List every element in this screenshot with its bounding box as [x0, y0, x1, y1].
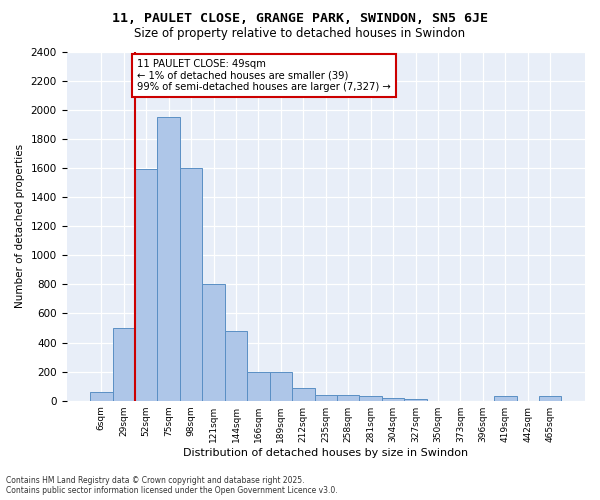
Bar: [180, 168, 202, 400]
Bar: [337, 395, 359, 400]
Bar: [247, 372, 269, 400]
Bar: [157, 117, 180, 401]
Bar: [90, 392, 113, 400]
X-axis label: Distribution of detached houses by size in Swindon: Distribution of detached houses by size …: [183, 448, 469, 458]
Text: 11, PAULET CLOSE, GRANGE PARK, SWINDON, SN5 6JE: 11, PAULET CLOSE, GRANGE PARK, SWINDON, …: [112, 12, 488, 26]
Text: Contains HM Land Registry data © Crown copyright and database right 2025.
Contai: Contains HM Land Registry data © Crown c…: [6, 476, 338, 495]
Text: Size of property relative to detached houses in Swindon: Size of property relative to detached ho…: [134, 28, 466, 40]
Bar: [314, 395, 337, 400]
Text: 11 PAULET CLOSE: 49sqm
← 1% of detached houses are smaller (39)
99% of semi-deta: 11 PAULET CLOSE: 49sqm ← 1% of detached …: [137, 59, 391, 92]
Bar: [113, 328, 135, 400]
Y-axis label: Number of detached properties: Number of detached properties: [15, 144, 25, 308]
Bar: [382, 398, 404, 400]
Bar: [269, 372, 292, 400]
Bar: [539, 396, 562, 400]
Bar: [202, 284, 225, 401]
Bar: [225, 331, 247, 400]
Bar: [135, 170, 157, 400]
Bar: [292, 388, 314, 400]
Bar: [494, 396, 517, 400]
Bar: [359, 396, 382, 400]
